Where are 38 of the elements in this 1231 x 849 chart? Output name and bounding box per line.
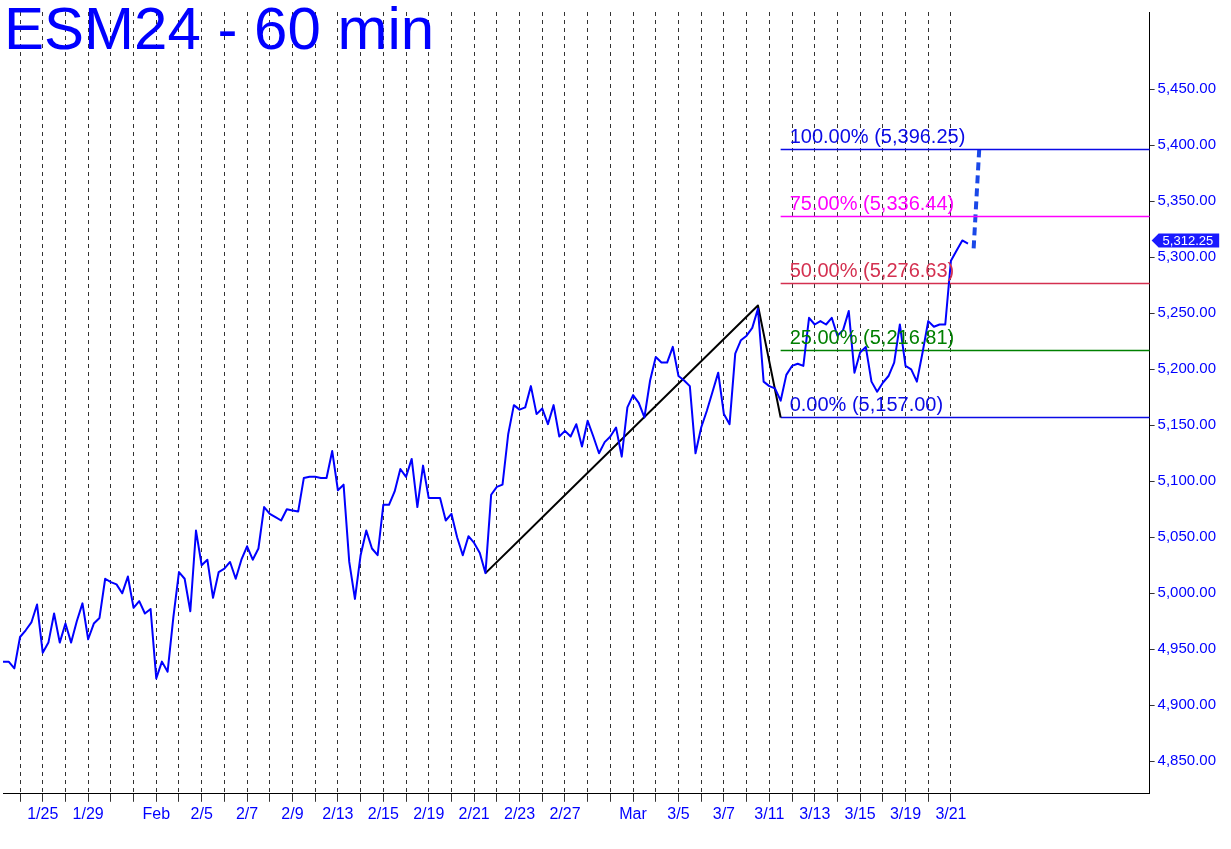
x-tick-label: 2/19: [413, 804, 445, 822]
x-tick-label: 2/23: [503, 804, 536, 822]
x-tick-label: 1/29: [72, 804, 104, 822]
y-tick-label: 5,150.00: [1157, 415, 1216, 433]
series-label: 100.00% (5,396.25): [789, 125, 966, 147]
x-tick-label: 3/21: [935, 804, 967, 822]
series-label: 0.00% (5,157.00): [789, 392, 944, 415]
y-tick-label: 5,450.00: [1157, 79, 1216, 97]
x-tick-label: 2/21: [458, 804, 490, 822]
x-tick-label: 2/13: [322, 804, 354, 822]
y-tick-label: 5,200.00: [1157, 359, 1216, 377]
series-label: 75.00% (5,336.44): [789, 191, 955, 214]
x-tick-label: 3/19: [889, 804, 922, 822]
y-tick-label: 5,300.00: [1157, 247, 1216, 265]
y-tick-label: 5,000.00: [1157, 583, 1216, 601]
x-tick-label: 2/15: [367, 804, 399, 822]
x-tick-label: 1/25: [27, 804, 59, 822]
y-tick-label: 5,350.00: [1157, 191, 1216, 209]
y-tick-label: 5,100.00: [1157, 471, 1216, 489]
text: 5,312.25: [1162, 233, 1214, 249]
y-tick-label: 4,850.00: [1157, 751, 1216, 769]
chart-title: ESM24 - 60 min: [4, 0, 435, 63]
x-tick-label: 3/15: [844, 804, 876, 822]
y-tick-label: 5,050.00: [1157, 527, 1216, 545]
y-tick-label: 5,400.00: [1157, 135, 1216, 153]
x-tick-label: 3/7: [712, 804, 736, 822]
x-tick-label: 2/5: [190, 804, 213, 822]
x-tick-label: 3/13: [799, 804, 831, 822]
x-tick-label: 2/27: [549, 804, 581, 822]
x-tick-label: Feb: [142, 804, 171, 822]
x-tick-label: 2/7: [235, 804, 259, 822]
y-tick-label: 5,250.00: [1157, 303, 1216, 321]
x-tick-label: 3/11: [754, 804, 785, 822]
x-tick-label: 2/9: [281, 804, 304, 822]
x-tick-label: 3/5: [667, 804, 690, 822]
x-tick-label: Mar: [619, 804, 648, 822]
y-tick-label: 4,950.00: [1157, 639, 1216, 657]
y-tick-label: 4,900.00: [1157, 695, 1216, 713]
